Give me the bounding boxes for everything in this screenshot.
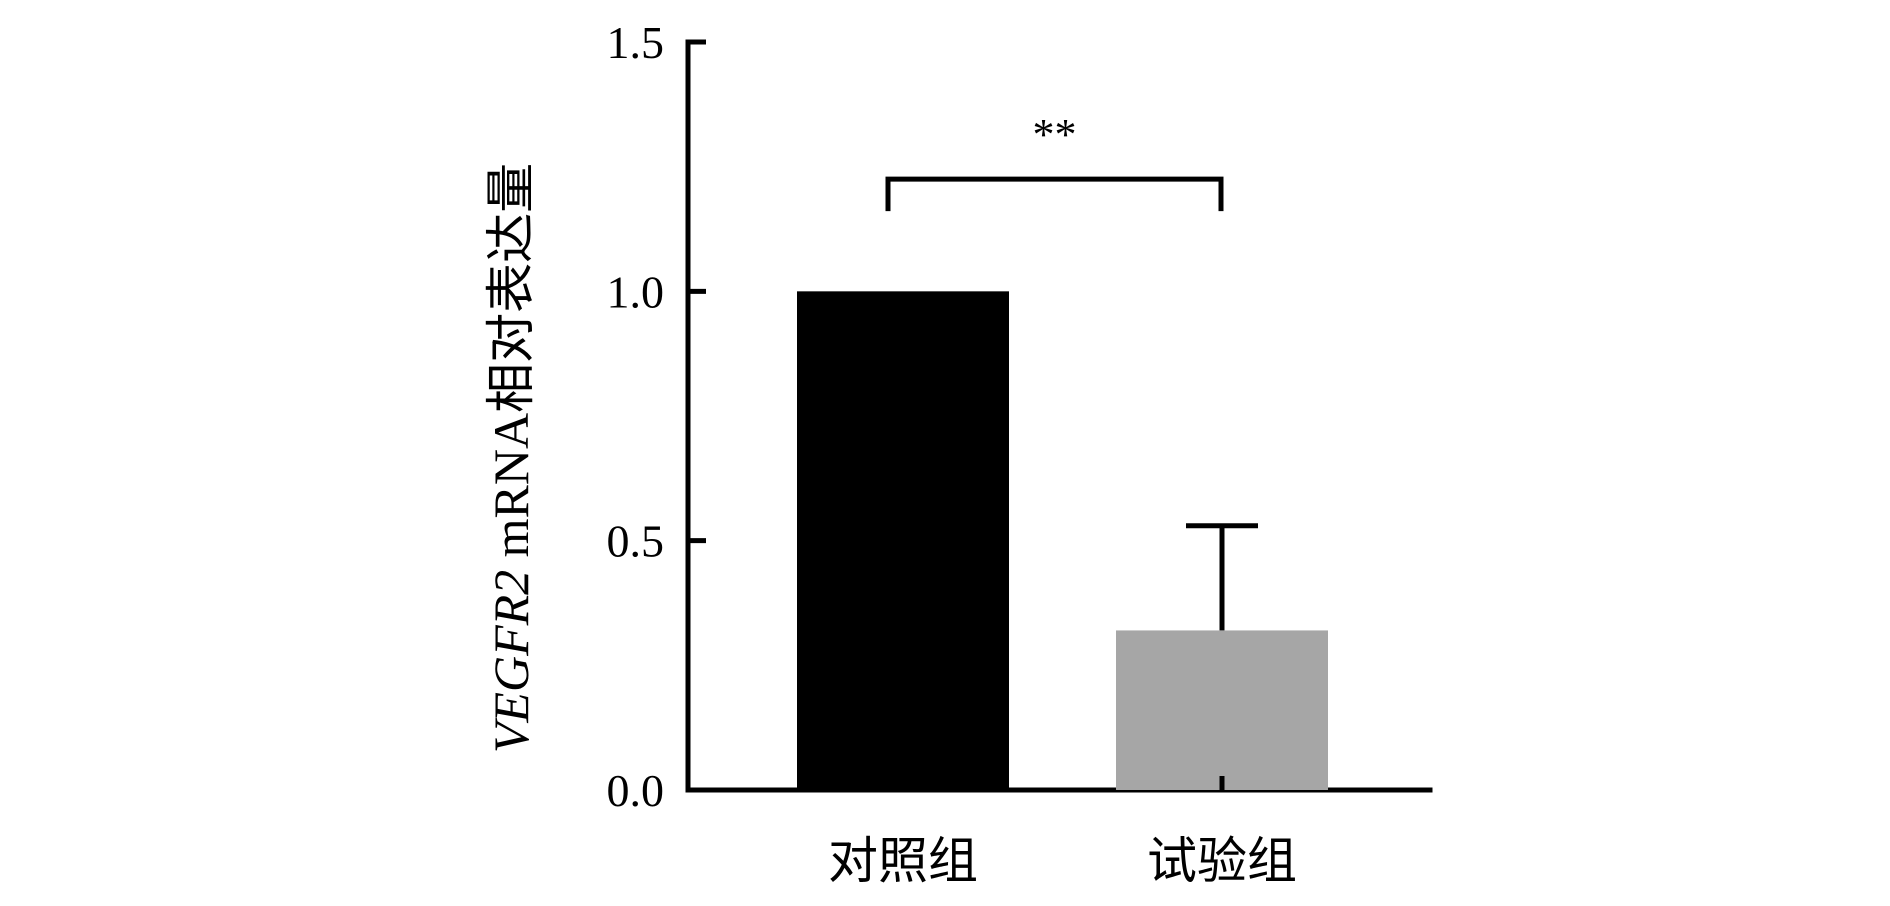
y-tick-label: 1.5: [607, 17, 665, 68]
bar-1: [797, 291, 1009, 790]
category-label-1: 对照组: [828, 832, 978, 890]
category-labels: 对照组 试验组: [828, 832, 1297, 890]
error-bars: [900, 523, 1258, 790]
y-axis-label-rest: mRNA相对表达量: [483, 163, 539, 570]
significance-label: **: [1033, 110, 1077, 159]
significance-annotation: **: [885, 110, 1224, 212]
y-tick-label: 1.0: [607, 266, 665, 317]
category-label-2: 试验组: [1147, 832, 1297, 890]
y-axis-ticks: 0.0 0.5 1.0 1.5: [607, 17, 706, 816]
y-tick-label: 0.5: [607, 516, 665, 567]
bar-2: [1116, 630, 1328, 790]
y-axis-label: VEGFR2 mRNA相对表达量: [483, 163, 539, 753]
y-tick-label: 0.0: [607, 765, 665, 816]
significance-bracket: [885, 176, 1224, 212]
y-axis-label-italic: VEGFR2: [483, 570, 539, 753]
bars: [797, 291, 1328, 790]
